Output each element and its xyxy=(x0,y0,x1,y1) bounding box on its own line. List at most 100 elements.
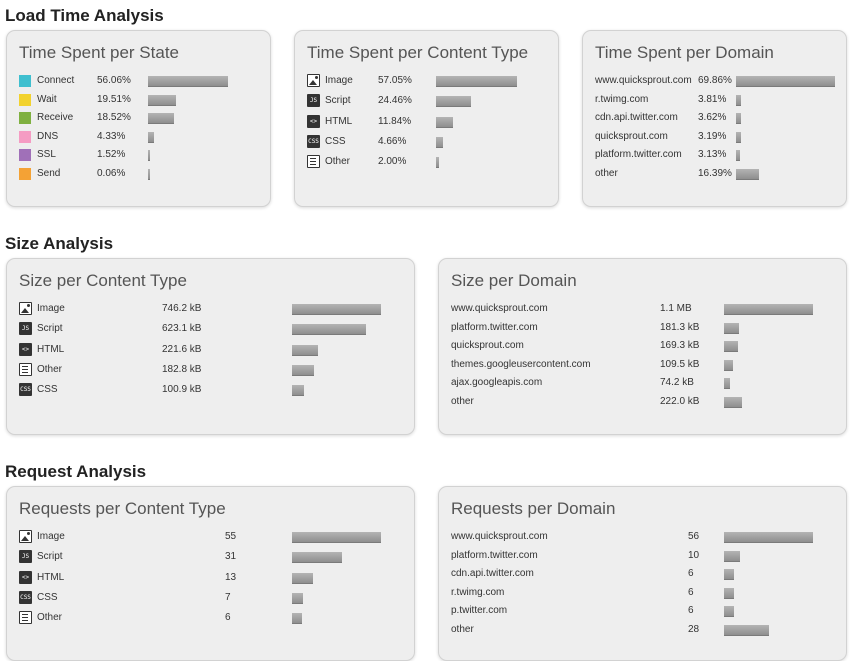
list-item: www.quicksprout.com 69.86% xyxy=(583,72,846,90)
row-label: DNS xyxy=(37,130,59,142)
row-label: other xyxy=(451,396,474,407)
row-label: r.twimg.com xyxy=(451,586,505,598)
row-value: 4.66% xyxy=(378,135,407,147)
row-value: 6 xyxy=(688,568,694,580)
list-item: CSS CSS 100.9 kB xyxy=(7,381,414,399)
row-label: quicksprout.com xyxy=(595,130,668,142)
bar xyxy=(724,532,813,543)
row-value: 19.51% xyxy=(97,93,131,105)
list-item: Image 55 xyxy=(7,528,414,546)
row-value: 181.3 kB xyxy=(660,321,700,333)
list-item: r.twimg.com 3.81% xyxy=(583,91,846,109)
row-value: 10 xyxy=(688,549,700,561)
list-item: platform.twitter.com 181.3 kB xyxy=(439,319,846,337)
list-item: SSL 1.52% xyxy=(7,146,270,164)
row-value: 100.9 kB xyxy=(162,384,202,396)
list-item: platform.twitter.com 10 xyxy=(439,547,846,565)
bar xyxy=(724,587,734,599)
color-swatch xyxy=(19,75,31,87)
panel-title: Time Spent per Content Type xyxy=(307,43,529,62)
time-per-content-type-panel: Time Spent per Content Type Image 57.05% J… xyxy=(294,30,559,207)
bar xyxy=(148,113,175,125)
bar xyxy=(292,304,381,315)
bar xyxy=(292,324,367,336)
list-item: Other 182.8 kB xyxy=(7,361,414,379)
row-label: themes.googleusercontent.com xyxy=(451,358,591,370)
list-item: other 222.0 kB xyxy=(439,393,846,411)
bar xyxy=(736,76,836,87)
row-label: Wait xyxy=(37,93,57,105)
list-item: Image 746.2 kB xyxy=(7,300,414,318)
row-value: 3.19% xyxy=(698,130,727,142)
row-value: 31 xyxy=(225,551,237,563)
row-label: Image xyxy=(37,303,65,314)
row-value: 222.0 kB xyxy=(660,396,700,407)
list-item: Image 57.05% xyxy=(295,72,558,90)
list-item: cdn.api.twitter.com 3.62% xyxy=(583,109,846,127)
html-icon: <> xyxy=(19,570,32,584)
list-item: Other 2.00% xyxy=(295,153,558,171)
list-item: platform.twitter.com 3.13% xyxy=(583,146,846,164)
list-item: other 16.39% xyxy=(583,165,846,183)
list-item: <> HTML 221.6 kB xyxy=(7,341,414,359)
image-icon xyxy=(19,530,32,543)
row-label: cdn.api.twitter.com xyxy=(595,112,678,124)
row-label: other xyxy=(595,168,618,179)
row-label: Image xyxy=(37,531,65,542)
bar xyxy=(292,532,381,543)
row-label: HTML xyxy=(325,115,353,127)
bar xyxy=(148,131,155,143)
size-per-content-type-panel: Size per Content Type Image 746.2 kB JS Scr… xyxy=(6,258,415,435)
row-value: 13 xyxy=(225,571,237,583)
row-value: 3.13% xyxy=(698,149,727,161)
row-label: r.twimg.com xyxy=(595,93,649,105)
list-item: DNS 4.33% xyxy=(7,128,270,146)
row-value: 24.46% xyxy=(378,95,412,107)
row-value: 3.62% xyxy=(698,112,727,124)
request-section-title: Request Analysis xyxy=(5,462,147,481)
row-label: Image xyxy=(325,75,353,86)
bar xyxy=(724,397,742,408)
css-icon: CSS xyxy=(19,383,32,397)
row-value: 7 xyxy=(225,591,231,603)
row-value: 57.05% xyxy=(378,75,412,86)
row-value: 2.00% xyxy=(378,156,407,168)
row-value: 11.84% xyxy=(378,115,412,127)
row-label: www.quicksprout.com xyxy=(595,75,692,86)
color-swatch xyxy=(19,168,31,180)
row-value: 169.3 kB xyxy=(660,340,700,352)
row-label: platform.twitter.com xyxy=(595,149,682,161)
list-item: JS Script 31 xyxy=(7,548,414,566)
list-item: JS Script 24.46% xyxy=(295,92,558,110)
panel-title: Size per Content Type xyxy=(19,271,187,290)
requests-per-domain-panel: Requests per Domain www.quicksprout.com 5… xyxy=(438,486,847,661)
row-value: 109.5 kB xyxy=(660,358,700,370)
row-value: 56.06% xyxy=(97,75,131,86)
bar xyxy=(148,94,176,106)
bar xyxy=(724,359,733,371)
row-label: ajax.googleapis.com xyxy=(451,377,543,389)
bar xyxy=(736,113,742,125)
row-label: other xyxy=(451,624,474,635)
panel-title: Requests per Content Type xyxy=(19,499,226,518)
row-label: HTML xyxy=(37,571,65,583)
document-icon xyxy=(307,155,320,169)
row-label: Send xyxy=(37,168,61,179)
bar xyxy=(436,116,453,128)
load-time-section-title: Load Time Analysis xyxy=(5,6,164,25)
row-label: CSS xyxy=(37,591,58,603)
row-value: 55 xyxy=(225,531,237,542)
list-item: <> HTML 13 xyxy=(7,569,414,587)
bar xyxy=(736,94,742,106)
list-item: <> HTML 11.84% xyxy=(295,113,558,131)
row-value: 18.52% xyxy=(97,112,131,124)
list-item: www.quicksprout.com 1.1 MB xyxy=(439,300,846,318)
list-item: Wait 19.51% xyxy=(7,91,270,109)
row-label: CSS xyxy=(37,384,58,396)
panel-title: Time Spent per State xyxy=(19,43,180,62)
row-label: Connect xyxy=(37,75,75,86)
html-icon: <> xyxy=(307,114,320,128)
row-value: 6 xyxy=(688,605,694,617)
row-label: Other xyxy=(37,363,63,375)
bar xyxy=(724,569,734,581)
